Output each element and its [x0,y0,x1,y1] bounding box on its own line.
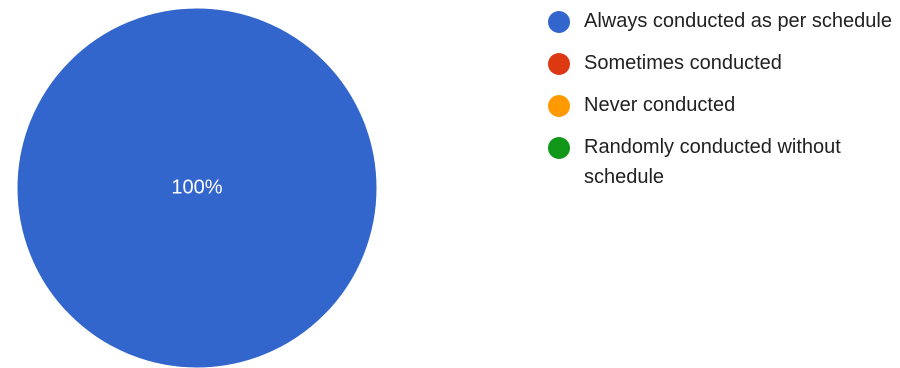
legend-item-sometimes-conducted[interactable]: Sometimes conducted [548,48,896,78]
legend-item-always-conducted[interactable]: Always conducted as per schedule [548,6,896,36]
legend-swatch-sometimes-conducted [548,53,570,75]
legend-item-randomly-conducted[interactable]: Randomly conducted without schedule [548,132,896,192]
legend-label-always-conducted: Always conducted as per schedule [584,10,892,32]
legend-swatch-never-conducted [548,95,570,117]
legend-label-never-conducted: Never conducted [584,94,736,116]
chart-legend: Always conducted as per schedule Sometim… [548,6,896,204]
legend-label-randomly-conducted: Randomly conducted without schedule [584,136,841,188]
legend-swatch-randomly-conducted [548,137,570,159]
legend-item-never-conducted[interactable]: Never conducted [548,90,896,120]
legend-swatch-always-conducted [548,11,570,33]
pie-slice-label-0: 100% [171,176,222,198]
pie-slice-0[interactable] [16,7,378,368]
legend-label-sometimes-conducted: Sometimes conducted [584,52,782,74]
